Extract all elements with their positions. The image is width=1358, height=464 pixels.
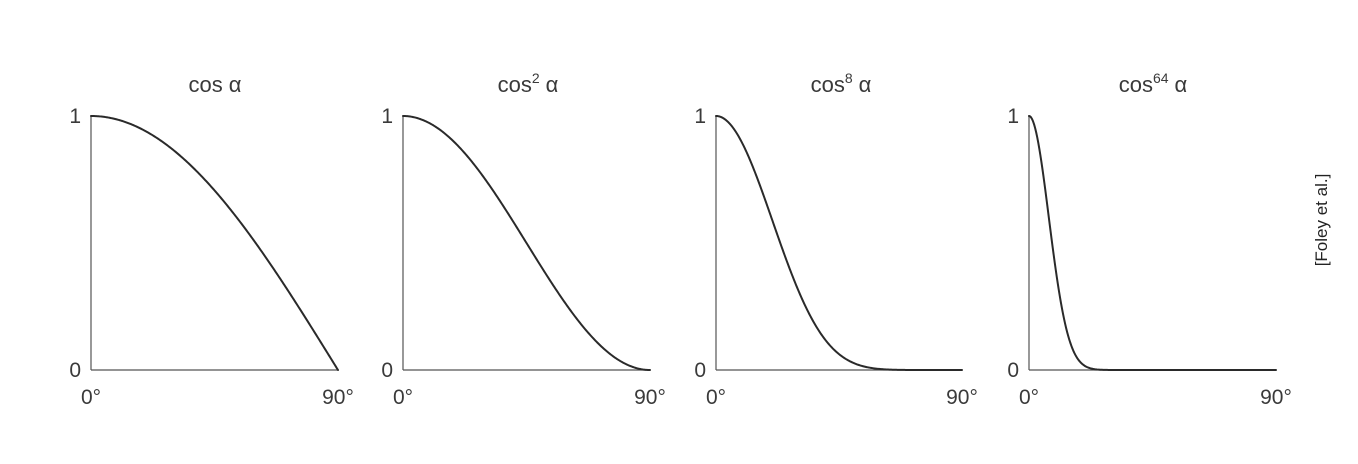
title-base: cos (1119, 72, 1153, 97)
x-tick-label-90: 90° (322, 386, 354, 409)
y-tick-label-0: 0 (1007, 359, 1019, 382)
chart-panel-1: cos α 0 1 0° 90° (69, 72, 354, 409)
title-base: cos (811, 72, 845, 97)
x-tick-label-0: 0° (1019, 386, 1039, 409)
chart-title: cos8 α (811, 70, 872, 97)
x-tick-label-90: 90° (946, 386, 978, 409)
title-symbol: α (859, 72, 872, 97)
data-point (1042, 170, 1044, 172)
chart-panel-4: cos64 α 0 1 0° 90° (1007, 70, 1292, 409)
data-point (213, 189, 215, 191)
y-tick-label-0: 0 (694, 359, 706, 382)
data-point (920, 369, 922, 371)
data-point (337, 369, 339, 371)
data-point (1028, 115, 1030, 117)
title-exponent: 2 (532, 70, 540, 86)
series-line (1028, 115, 1277, 371)
title-symbol: α (546, 72, 559, 97)
title-symbol: α (229, 72, 242, 97)
chart-title: cos2 α (498, 70, 559, 97)
data-point (1110, 369, 1112, 371)
data-point (254, 242, 256, 244)
data-point (566, 305, 568, 307)
data-point (402, 115, 404, 117)
y-tick-label-1: 1 (694, 105, 706, 128)
y-tick-label-0: 0 (381, 359, 393, 382)
data-point (715, 115, 717, 117)
data-point (484, 178, 486, 180)
series-line (402, 115, 651, 371)
title-exponent: 64 (1153, 70, 1169, 86)
data-point (756, 176, 758, 178)
title-symbol: α (1175, 72, 1188, 97)
x-tick-label-0: 0° (393, 386, 413, 409)
data-point (90, 115, 92, 117)
title-exponent: 8 (845, 70, 853, 86)
y-tick-label-1: 1 (1007, 105, 1019, 128)
title-base: cos (498, 72, 532, 97)
credit-label: [Foley et al.] (1312, 173, 1331, 267)
data-point (443, 132, 445, 134)
data-point (1069, 341, 1071, 343)
data-point (1083, 364, 1085, 366)
series-line (90, 115, 339, 371)
chart-panel-2: cos2 α 0 1 0° 90° (381, 70, 666, 409)
title-base: cos (189, 72, 223, 97)
data-point (1275, 369, 1277, 371)
data-point (649, 369, 651, 371)
y-tick-label-0: 0 (69, 359, 81, 382)
data-point (525, 242, 527, 244)
x-tick-label-0: 0° (706, 386, 726, 409)
data-point (879, 368, 881, 370)
x-tick-label-0: 0° (81, 386, 101, 409)
series-line (715, 115, 963, 371)
x-tick-label-90: 90° (634, 386, 666, 409)
data-point (838, 353, 840, 355)
x-tick-label-90: 90° (1260, 386, 1292, 409)
chart-title: cos64 α (1119, 70, 1188, 97)
chart-title: cos α (189, 72, 242, 97)
y-tick-label-1: 1 (381, 105, 393, 128)
y-tick-label-1: 1 (69, 105, 81, 128)
chart-panel-3: cos8 α 0 1 0° 90° (694, 70, 978, 409)
data-point (961, 369, 963, 371)
data-point (131, 123, 133, 125)
data-point (608, 352, 610, 354)
data-point (296, 303, 298, 305)
data-point (797, 289, 799, 291)
data-point (172, 149, 174, 151)
data-point (1055, 273, 1057, 275)
